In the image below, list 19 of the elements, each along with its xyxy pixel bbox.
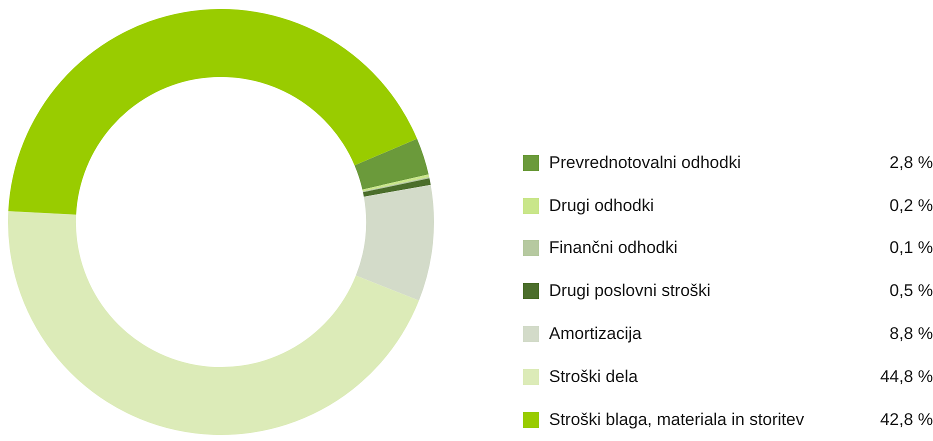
donut-slice [354,138,429,190]
data-label: 8,8 % [890,324,933,344]
legend-label: Finančni odhodki [549,238,679,258]
donut-slice [8,9,418,215]
donut-slice [8,211,419,435]
legend-label: Prevrednotovalni odhodki [549,152,742,173]
donut-slice [356,184,434,301]
data-label: 44,8 % [880,366,933,387]
data-label: 0,2 % [890,196,933,216]
legend-label: Drugi odhodki [549,196,655,216]
legend-label: Amortizacija [549,324,643,344]
legend-label: Drugi poslovni stroški [549,281,712,302]
data-label: 42,8 % [880,410,933,430]
data-label: 2,8 % [890,152,933,173]
legend-label: Stroški blaga, materiala in storitev [549,410,806,430]
legend-label: Stroški dela [549,366,639,387]
data-label: 0,1 % [890,238,933,258]
data-label: 0,5 % [890,281,933,302]
donut-slice [362,178,431,197]
